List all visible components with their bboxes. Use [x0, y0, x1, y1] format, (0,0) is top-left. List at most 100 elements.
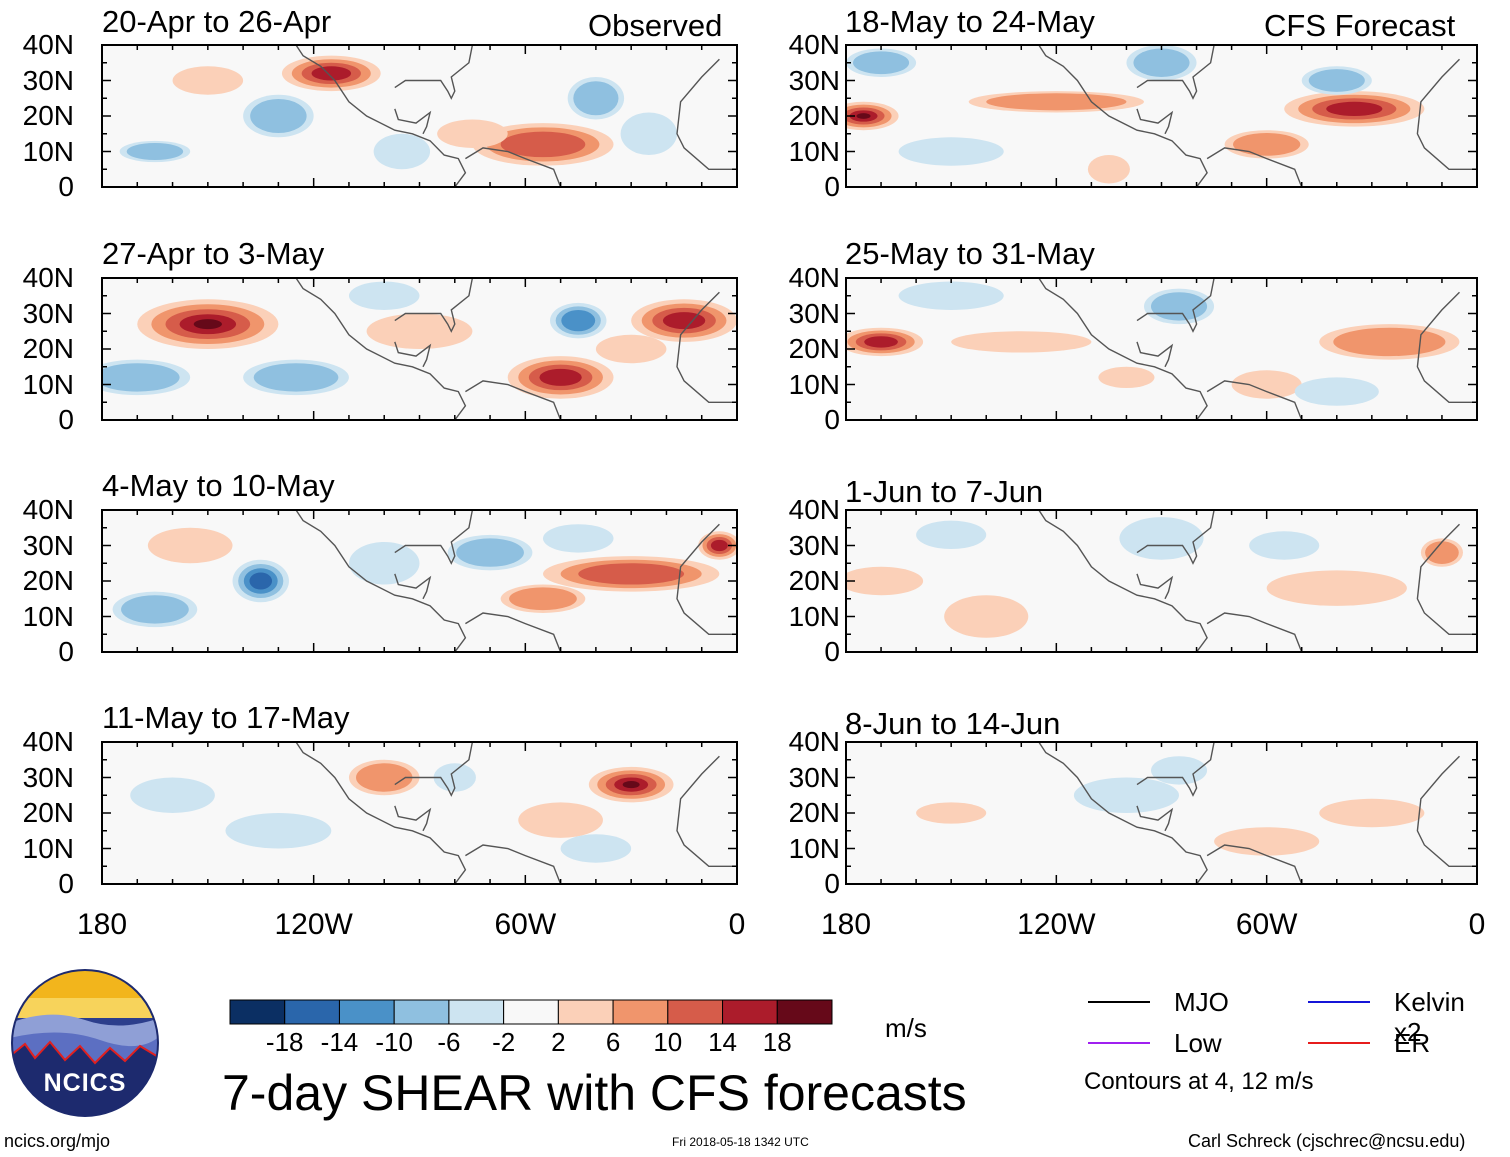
shear-anomaly-5-level-2: [1425, 541, 1459, 564]
coastline-5: [676, 523, 737, 635]
coastline-5: [676, 291, 737, 403]
shear-anomaly-9-level-1: [1087, 155, 1130, 184]
y-tick-label-20n: 20N: [22, 100, 74, 131]
y-tick-label-10n: 10N: [22, 600, 74, 632]
shear-anomaly-1-level-1: [1214, 827, 1320, 856]
colorbar-tick-4: -6: [437, 1027, 461, 1057]
panel-4-field: [102, 742, 737, 884]
colorbar-tick-7: 6: [605, 1027, 621, 1057]
panel-title-4: 11-May to 17-May: [102, 700, 350, 735]
colorbar-swatch-7: [557, 999, 614, 1025]
colorbar-swatch-1: [229, 999, 286, 1025]
shear-anomaly-8-level-1: [348, 281, 420, 310]
shear-anomaly-7-level-1: [916, 520, 987, 550]
shear-anomaly-3-level-2: [356, 763, 413, 792]
coastline-1: [1038, 510, 1208, 652]
colorbar-tick-6: 2: [551, 1027, 566, 1057]
shear-anomaly-1-level-4: [249, 572, 273, 590]
ncics-logo: NCICS: [11, 969, 159, 1117]
y-tick-label-0: 0: [824, 636, 840, 667]
coastline-3: [1136, 341, 1174, 368]
y-tick-label-20n: 20N: [788, 100, 840, 131]
colorbar-swatch-5: [448, 999, 505, 1025]
panel-title-1: 20-Apr to 26-Apr: [102, 4, 332, 39]
colorbar-swatch-10: [722, 999, 778, 1025]
shear-anomaly-1-level-5: [856, 113, 871, 119]
shear-anomaly-8-level-1: [620, 112, 678, 156]
y-tick-label-10n: 10N: [788, 368, 840, 400]
coastline-2: [394, 278, 474, 333]
shear-anomaly-2-level-1: [944, 595, 1029, 638]
y-tick-label-0: 0: [824, 171, 840, 202]
y-tick-label-30n: 30N: [788, 761, 840, 793]
shear-anomaly-7-level-1: [366, 313, 473, 349]
footer-author: Carl Schreck (cjschrec@ncsu.edu): [1188, 1131, 1466, 1151]
panel-2-field: [102, 278, 737, 420]
coastline-5: [1416, 523, 1477, 635]
coastline-1: [295, 278, 467, 420]
coastline-2: [1136, 278, 1215, 333]
x-tick-label-60w: 60W: [1235, 908, 1298, 941]
colorbar-swatch-4: [393, 999, 450, 1025]
panel-4: [101, 741, 738, 885]
coastline-4: [465, 147, 562, 187]
coastline-3: [1136, 573, 1174, 600]
x-tick-label-120w: 120W: [274, 908, 353, 941]
shear-anomaly-6-level-3: [561, 309, 596, 332]
coastline-5: [1416, 755, 1477, 867]
coastline-1: [1038, 742, 1208, 884]
shear-anomaly-2-level-1: [1319, 798, 1425, 828]
y-tick-label-30n: 30N: [788, 297, 840, 329]
y-tick-label-0: 0: [824, 404, 840, 435]
shear-anomaly-3-level-2: [1233, 133, 1301, 156]
shear-anomaly-5-level-1: [225, 813, 332, 849]
legend-swatch-kelvin: [1308, 1001, 1370, 1003]
colorbar-swatch-3: [338, 999, 395, 1025]
coastline-4: [465, 844, 562, 884]
y-tick-label-20n: 20N: [788, 797, 840, 828]
y-tick-label-10n: 10N: [22, 368, 74, 400]
legend-swatch-low: [1088, 1042, 1150, 1044]
x-tick-label-120w: 120W: [1017, 908, 1096, 941]
contour-note: Contours at 4, 12 m/s: [1084, 1068, 1314, 1095]
shear-anomaly-4-level-3: [578, 563, 685, 585]
y-tick-label-0: 0: [58, 171, 74, 202]
shear-anomaly-2-level-4: [1326, 101, 1383, 116]
colorbar-swatch-11: [776, 999, 833, 1025]
footer-timestamp: Fri 2018-05-18 1342 UTC: [672, 1135, 809, 1149]
shear-anomaly-3-level-1: [1266, 570, 1407, 606]
coastline-1: [295, 45, 467, 187]
shear-anomaly-8-level-1: [1098, 366, 1155, 389]
legend-label-er: ER: [1394, 1028, 1431, 1058]
shear-anomaly-6-level-2: [456, 538, 524, 567]
shear-anomaly-6-level-2: [1308, 69, 1365, 92]
coastline-1: [295, 510, 467, 652]
panel-6: [845, 277, 1478, 421]
x-tick-label-0: 0: [728, 908, 746, 941]
y-tick-label-40n: 40N: [22, 29, 74, 60]
y-tick-label-40n: 40N: [788, 262, 840, 293]
coastline-1: [1038, 45, 1208, 187]
coastline-3: [394, 573, 432, 600]
panel-title-5: 18-May to 24-May: [845, 4, 1095, 39]
panel-title-3: 4-May to 10-May: [102, 468, 335, 503]
panel-7-field: [846, 510, 1477, 652]
coastline-2: [1136, 45, 1215, 100]
y-tick-label-30n: 30N: [22, 529, 74, 561]
shear-anomaly-4-level-1: [1119, 517, 1204, 560]
coastline-4: [465, 380, 562, 420]
y-tick-label-0: 0: [58, 404, 74, 435]
shear-anomaly-4-level-3: [500, 131, 586, 158]
panel-8: [845, 741, 1478, 885]
y-tick-label-20n: 20N: [788, 565, 840, 596]
panel-title-2: 27-Apr to 3-May: [102, 236, 325, 271]
shear-anomaly-7-level-1: [172, 66, 244, 95]
y-tick-label-10n: 10N: [788, 832, 840, 864]
shear-anomaly-2-level-2: [121, 595, 189, 624]
coastline-3: [394, 108, 432, 135]
shear-anomaly-5-level-2: [573, 81, 619, 116]
colorbar-swatch-2: [284, 999, 340, 1025]
coastline-3: [394, 341, 432, 368]
shear-anomaly-5-level-4: [662, 312, 706, 330]
shear-anomaly-7-level-1: [1294, 377, 1379, 406]
